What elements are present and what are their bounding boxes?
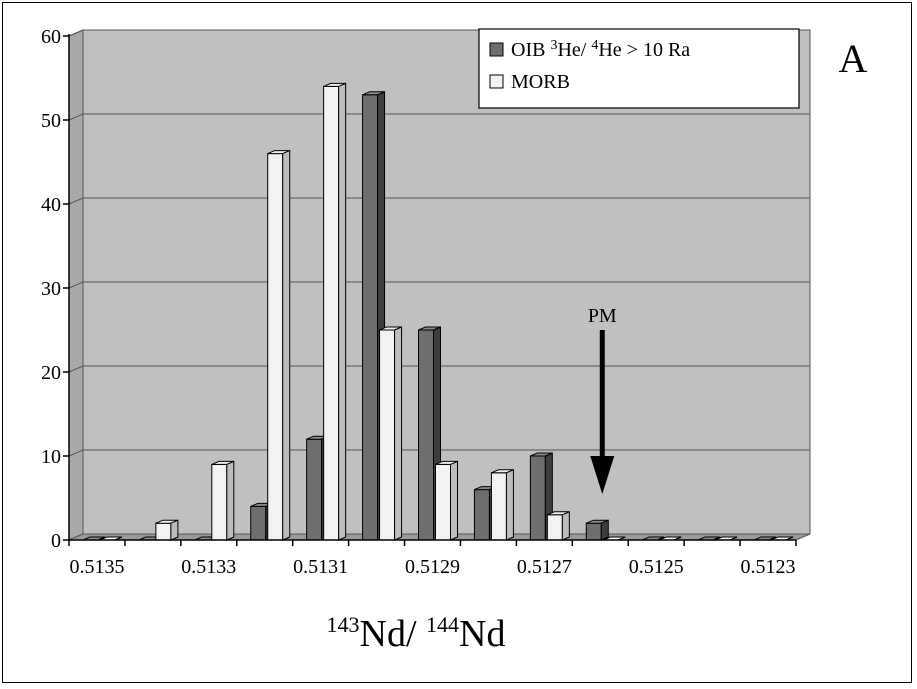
x-tick-label: 0.5133: [181, 556, 236, 578]
bar-morb-side: [226, 460, 235, 541]
bar-morb-side: [114, 536, 123, 541]
bar-morb: [211, 463, 228, 541]
pm-annotation: PM: [588, 305, 617, 494]
y-tick-label: 10: [41, 446, 61, 468]
y-tick-label: 40: [41, 194, 61, 216]
y-tick-label: 60: [41, 26, 61, 48]
panel-label: A: [839, 36, 868, 81]
y-tick-label: 0: [51, 530, 61, 552]
bar-morb-side: [505, 469, 514, 541]
bar-oib: [418, 329, 434, 541]
y-axis-ticks: 0 10 20 30 40 50 60: [41, 26, 69, 552]
bar-morb-side: [450, 460, 458, 541]
bar-morb-side: [673, 536, 682, 541]
legend-swatch-morb: [489, 74, 504, 89]
pm-arrow-head: [590, 456, 615, 494]
bar-morb: [546, 514, 563, 541]
bar-oib: [362, 94, 379, 541]
bar-oib-side: [712, 536, 721, 541]
legend-box: [478, 28, 800, 109]
bar-oib-side: [600, 519, 609, 541]
x-axis-label: 143Nd/ 144Nd: [327, 612, 506, 655]
x-tick-label: 0.5135: [69, 556, 124, 578]
x-axis-ticks: 0.5135 0.5133 0.5131 0.5129 0.5127 0.5125 0.51…: [68, 540, 797, 578]
bar-oib: [306, 438, 323, 541]
legend: OIB 3He/ 4He > 10 Ra MORB: [478, 28, 800, 109]
y-tick-label: 30: [41, 278, 61, 300]
bar-oib-side: [768, 536, 777, 541]
x-tick-label: 0.5125: [629, 556, 684, 578]
bar-morb-side: [618, 536, 626, 541]
bar-morb-side: [170, 519, 179, 541]
bar-oib-side: [656, 536, 665, 541]
bar-morb-side: [729, 536, 738, 541]
x-tick-label: 0.5123: [741, 556, 796, 578]
gridline: [68, 281, 810, 289]
bar-morb: [435, 463, 451, 541]
bar-morb: [379, 329, 396, 541]
x-tick-label: 0.5129: [405, 556, 460, 578]
bar-morb-side: [394, 326, 403, 541]
legend-label-morb: MORB: [511, 71, 570, 93]
bar-morb: [490, 472, 507, 541]
gridline: [68, 197, 810, 205]
bar-morb: [155, 522, 172, 541]
pm-label: PM: [588, 305, 617, 327]
legend-swatch-oib: [489, 42, 504, 57]
gridline: [68, 449, 810, 457]
legend-label-oib: OIB 3He/ 4He > 10 Ra: [511, 38, 690, 62]
bar-oib: [585, 522, 602, 541]
y-tick-label: 20: [41, 362, 61, 384]
bar-oib: [473, 489, 490, 541]
bar-morb: [323, 85, 340, 541]
bar-morb-side: [338, 82, 347, 541]
bar-morb-side: [785, 536, 794, 541]
bar-oib: [250, 505, 267, 541]
x-tick-label: 0.5127: [517, 556, 572, 578]
y-tick-label: 50: [41, 110, 61, 132]
x-tick-label: 0.5131: [293, 556, 348, 578]
gridline: [68, 365, 810, 373]
bar-morb: [267, 153, 284, 541]
bar-oib-side: [97, 536, 106, 541]
bar-oib: [529, 455, 546, 541]
gridline: [68, 113, 810, 121]
bar-morb-side: [561, 511, 570, 541]
bar-morb-side: [282, 149, 291, 541]
